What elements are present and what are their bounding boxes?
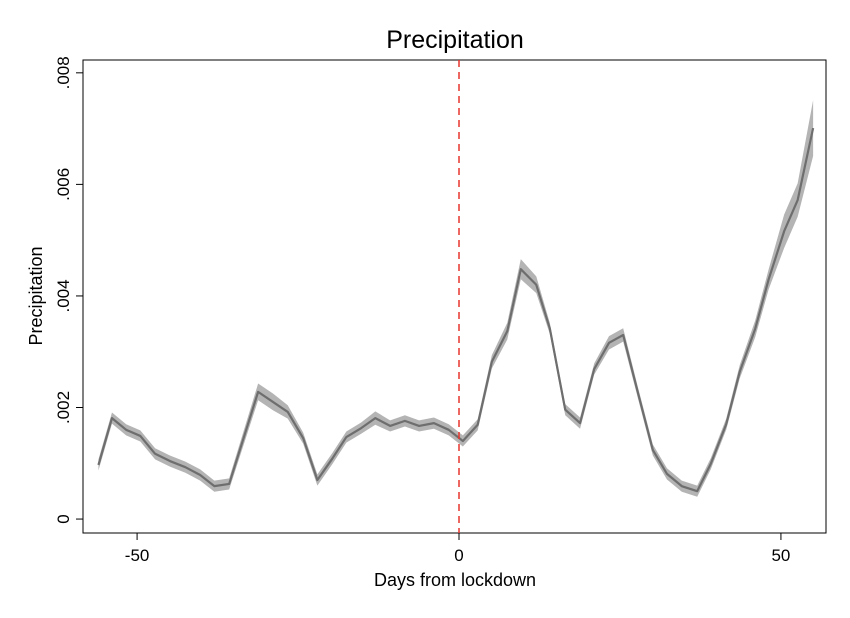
y-tick-label: .008 — [54, 56, 73, 89]
line — [97, 127, 815, 493]
x-tick-label: 0 — [454, 546, 463, 565]
y-tick-label: .002 — [54, 391, 73, 424]
x-tick-label: -50 — [125, 546, 150, 565]
y-tick-label: .004 — [54, 279, 73, 312]
x-tick-label: 50 — [771, 546, 790, 565]
confidence-band — [98, 100, 814, 497]
y-axis-label: Precipitation — [26, 246, 46, 345]
chart-title: Precipitation — [386, 26, 524, 54]
y-tick-label: .006 — [54, 168, 73, 201]
plot-frame — [82, 59, 827, 534]
y-tick-label: 0 — [54, 514, 73, 523]
x-axis-label: Days from lockdown — [374, 570, 536, 590]
